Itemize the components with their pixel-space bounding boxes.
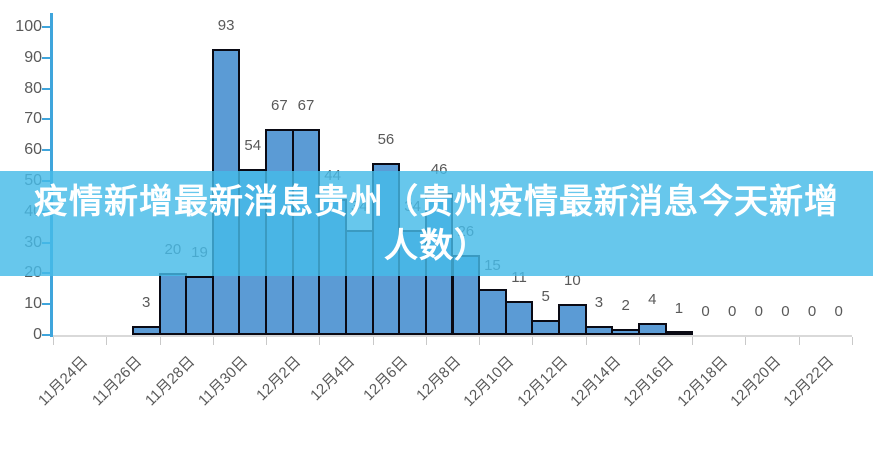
x-axis-date-label: 11月24日 bbox=[35, 353, 92, 410]
bar bbox=[584, 325, 614, 335]
x-axis-tick bbox=[425, 337, 427, 345]
x-axis-date-label: 12月20日 bbox=[727, 353, 784, 410]
bar bbox=[637, 322, 667, 335]
x-axis-tick bbox=[479, 337, 481, 345]
x-axis-tick bbox=[852, 337, 853, 345]
y-axis-tick bbox=[42, 26, 50, 28]
bar bbox=[558, 304, 587, 335]
y-axis-label: 60 bbox=[24, 141, 42, 159]
bar-value-label: 0 bbox=[727, 303, 737, 320]
bar-value-label: 10 bbox=[564, 272, 581, 290]
x-axis-date-label: 12月18日 bbox=[673, 353, 731, 410]
bar bbox=[158, 273, 188, 335]
bar-value-label: 0 bbox=[781, 303, 790, 320]
x-axis-date-label: 12月12日 bbox=[514, 353, 571, 410]
bar-value-label: 56 bbox=[377, 130, 395, 148]
bar-value-label: 5 bbox=[541, 287, 550, 305]
bar-value-label: 3 bbox=[142, 293, 151, 311]
y-axis-tick bbox=[42, 303, 50, 306]
x-axis-tick bbox=[692, 337, 694, 345]
x-axis-date-label: 12月14日 bbox=[567, 353, 625, 410]
x-axis-line bbox=[53, 335, 852, 337]
bar-value-label: 0 bbox=[807, 303, 817, 320]
bar bbox=[478, 288, 507, 335]
bar bbox=[531, 319, 561, 335]
x-axis-tick bbox=[319, 337, 321, 345]
y-axis-label: 70 bbox=[24, 110, 42, 128]
x-axis-date-label: 12月16日 bbox=[620, 353, 678, 410]
bar-value-label: 3 bbox=[594, 293, 604, 311]
x-axis-tick bbox=[266, 337, 268, 345]
y-axis-label: 0 bbox=[33, 326, 42, 343]
bar-value-label: 4 bbox=[648, 290, 657, 308]
y-axis-tick bbox=[42, 334, 50, 336]
x-axis-tick bbox=[638, 337, 640, 345]
bar bbox=[504, 301, 534, 335]
x-axis-date-label: 11月26日 bbox=[88, 353, 145, 410]
x-axis-tick bbox=[53, 337, 54, 345]
x-axis-tick bbox=[798, 337, 800, 345]
x-axis-tick bbox=[159, 337, 161, 345]
x-axis-date-label: 12月22日 bbox=[780, 353, 838, 410]
x-axis-tick bbox=[745, 337, 747, 345]
page-title: 疫情新增最新消息贵州（贵州疫情最新消息今天新增人数） bbox=[34, 182, 839, 265]
x-axis-date-label: 12月6日 bbox=[360, 353, 412, 405]
bar-value-label: 67 bbox=[297, 96, 315, 114]
bar-value-label: 0 bbox=[754, 303, 763, 320]
x-axis-tick bbox=[585, 337, 587, 345]
bar-value-label: 1 bbox=[674, 299, 684, 317]
x-axis-date-label: 12月2日 bbox=[253, 353, 305, 405]
x-axis-tick bbox=[532, 337, 534, 345]
bar-value-label: 67 bbox=[271, 96, 288, 114]
y-axis-label: 80 bbox=[24, 79, 42, 97]
y-axis-tick bbox=[42, 87, 50, 90]
x-axis-date-label: 12月10日 bbox=[460, 353, 518, 410]
y-axis-tick bbox=[42, 56, 50, 59]
y-axis-label: 90 bbox=[24, 48, 42, 66]
bar bbox=[185, 276, 214, 335]
x-axis-tick bbox=[106, 337, 108, 345]
y-axis-tick bbox=[42, 118, 50, 121]
bar-value-label: 0 bbox=[701, 303, 710, 320]
x-axis-date-label: 11月28日 bbox=[141, 353, 198, 410]
bar bbox=[664, 331, 694, 335]
x-axis-date-label: 12月8日 bbox=[413, 353, 465, 405]
x-axis-tick bbox=[372, 337, 374, 345]
title-banner: 疫情新增最新消息贵州（贵州疫情最新消息今天新增人数） bbox=[0, 171, 873, 276]
bar-value-label: 93 bbox=[217, 16, 235, 34]
x-axis-date-label: 11月30日 bbox=[195, 353, 252, 410]
bar-value-label: 2 bbox=[621, 296, 630, 314]
bar bbox=[131, 325, 161, 335]
y-axis-tick bbox=[42, 149, 50, 152]
y-axis-label: 10 bbox=[24, 295, 42, 313]
bar-value-label: 54 bbox=[244, 136, 262, 154]
y-axis-label: 100 bbox=[15, 18, 42, 35]
x-axis-tick bbox=[212, 337, 214, 345]
bar bbox=[611, 328, 640, 335]
x-axis-date-label: 12月4日 bbox=[306, 353, 358, 405]
bar-value-label: 0 bbox=[834, 303, 843, 320]
